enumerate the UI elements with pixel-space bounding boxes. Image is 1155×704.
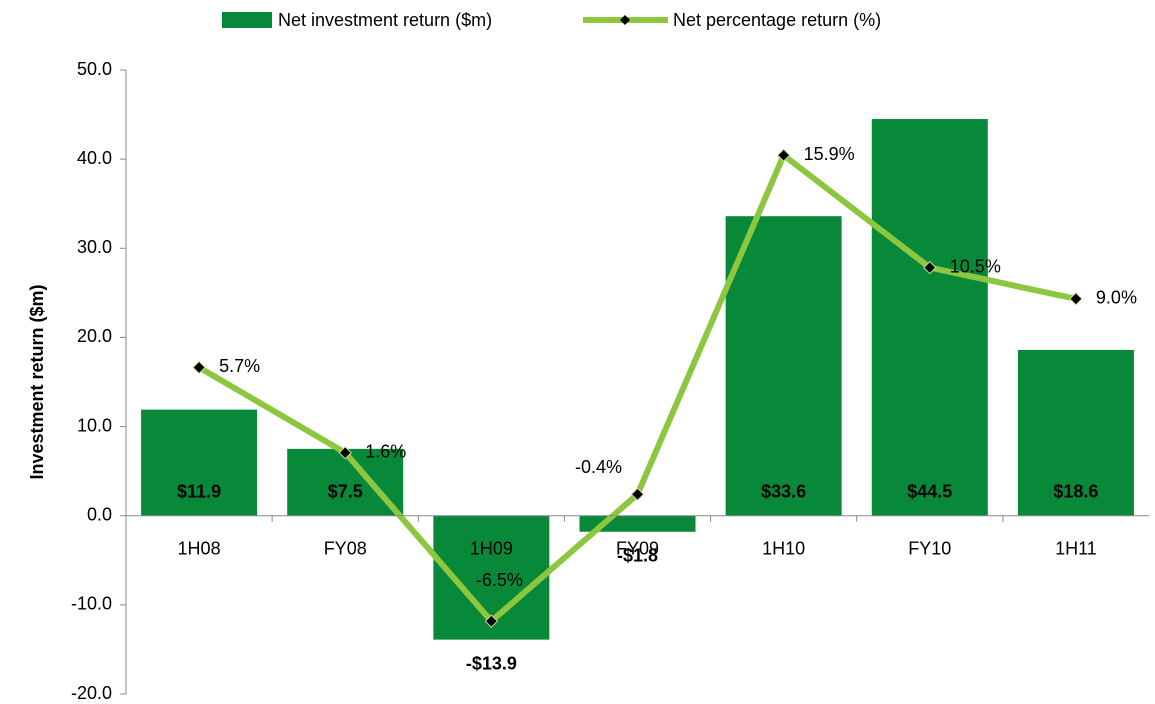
bar (1017, 349, 1134, 516)
x-tick-label: FY10 (908, 538, 951, 558)
marker (192, 360, 206, 375)
y-tick-label: -10.0 (71, 594, 112, 614)
x-tick-label: 1H11 (1055, 538, 1097, 558)
x-tick-label: FY08 (324, 538, 367, 558)
data-label: $18.6 (1053, 481, 1098, 501)
legend: Net investment return ($m) Net percentag… (222, 10, 881, 30)
data-label: 1.6% (365, 441, 406, 461)
data-label: 10.5% (950, 256, 1001, 276)
legend-marker (620, 15, 630, 25)
data-label: $33.6 (761, 481, 806, 501)
x-tick-label: FY09 (616, 538, 659, 558)
data-label: -6.5% (476, 570, 523, 590)
data-label: $44.5 (907, 481, 952, 501)
bar (871, 119, 988, 516)
bar (141, 409, 258, 516)
data-label: -$13.9 (466, 653, 517, 673)
data-label: -$1.8 (617, 546, 658, 566)
x-tick-label: 1H09 (470, 538, 513, 558)
marker (776, 148, 791, 162)
data-label: 9.0% (1096, 288, 1137, 308)
y-tick-label: 0.0 (87, 504, 112, 524)
data-label: 5.7% (219, 356, 260, 376)
y-tick-label: 50.0 (77, 59, 112, 79)
marker (338, 446, 352, 460)
legend-swatch (222, 12, 272, 28)
legend-label: Net investment return ($m) (278, 10, 492, 30)
data-label: $7.5 (328, 481, 363, 501)
data-label: -0.4% (575, 457, 622, 477)
x-tick-label: 1H10 (762, 538, 805, 558)
marker (923, 260, 937, 275)
marker (1069, 292, 1083, 306)
y-tick-label: -20.0 (71, 683, 112, 703)
bar (287, 448, 404, 516)
bar (725, 216, 842, 516)
y-axis-label: Investment return ($m) (27, 284, 47, 479)
data-label: $11.9 (177, 481, 221, 501)
data-label: 15.9% (804, 144, 855, 164)
marker (630, 487, 645, 502)
y-tick-label: 30.0 (77, 237, 112, 257)
y-tick-label: 40.0 (77, 148, 112, 168)
marker (484, 614, 499, 628)
legend-label: Net percentage return (%) (673, 10, 881, 30)
y-tick-label: 20.0 (77, 326, 112, 346)
y-tick-label: 10.0 (77, 415, 112, 435)
x-tick-label: 1H08 (178, 538, 221, 558)
